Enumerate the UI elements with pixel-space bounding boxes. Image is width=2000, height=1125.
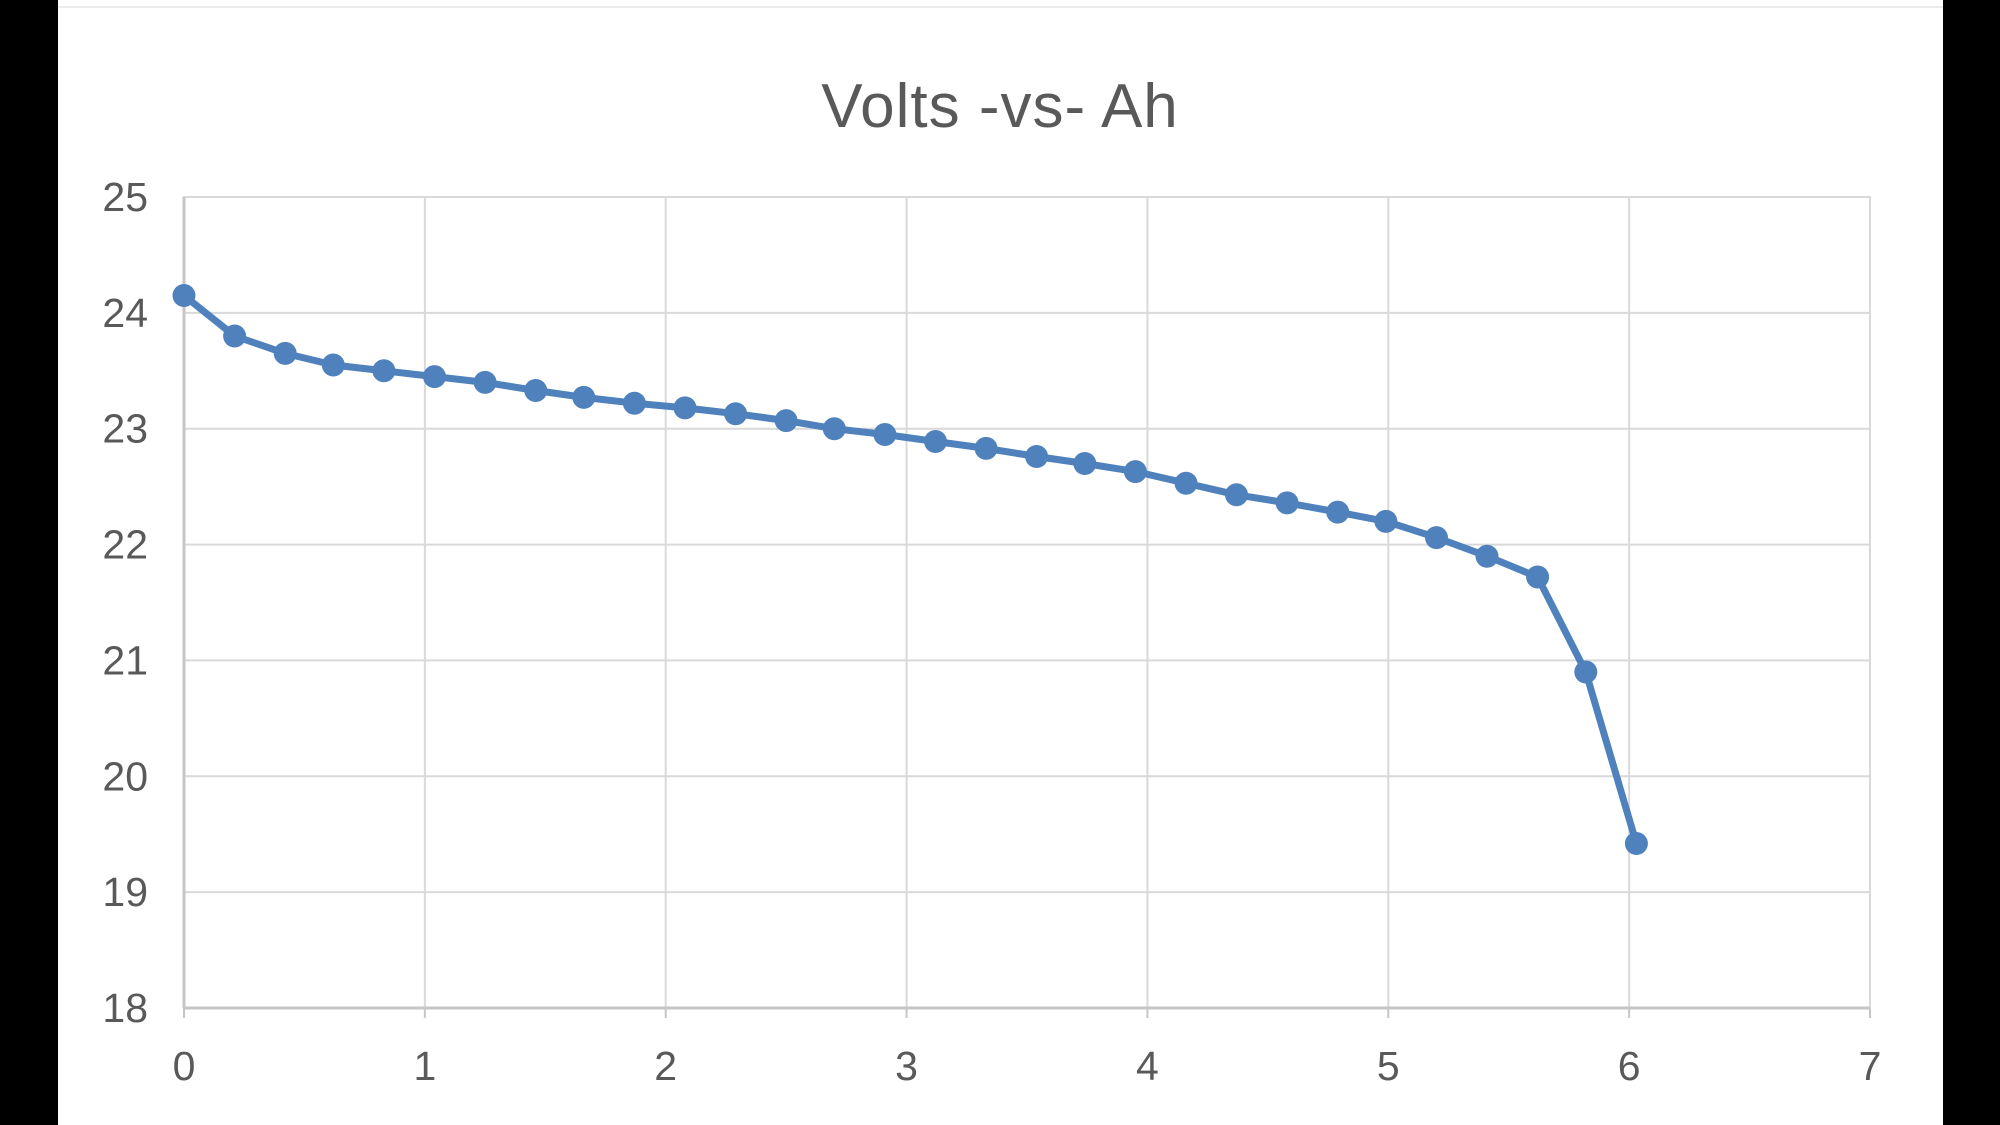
data-point (423, 365, 446, 389)
y-tick-label-20: 20 (102, 753, 148, 799)
x-tick-label-3: 3 (895, 1043, 918, 1089)
x-tick-label-6: 6 (1618, 1043, 1641, 1089)
data-point (1275, 491, 1299, 515)
data-point (321, 353, 345, 377)
data-point (724, 402, 748, 426)
y-tick-label-24: 24 (102, 290, 148, 336)
x-tick-label-0: 0 (173, 1043, 196, 1089)
data-point (1425, 526, 1448, 550)
data-point (1123, 460, 1147, 484)
data-point (524, 379, 548, 402)
data-point (822, 417, 846, 441)
axes (182, 197, 1871, 1018)
series-line-Volts (180, 292, 1640, 847)
data-point (1326, 500, 1350, 524)
y-tick-label-21: 21 (102, 637, 148, 683)
data-point (1374, 509, 1398, 533)
data-point (223, 324, 247, 348)
x-tick-label-4: 4 (1136, 1043, 1159, 1089)
data-point (172, 284, 196, 307)
x-tick-label-5: 5 (1377, 1043, 1400, 1089)
y-tick-label-18: 18 (102, 985, 148, 1031)
data-point (372, 359, 396, 383)
x-tick-label-7: 7 (1859, 1043, 1882, 1089)
chart-title: Volts -vs- Ah (821, 72, 1179, 141)
y-tick-label-25: 25 (102, 174, 148, 220)
data-point (1073, 452, 1097, 475)
y-tick-label-19: 19 (102, 869, 148, 915)
series-layer (172, 284, 1648, 855)
data-point (473, 370, 497, 394)
data-point (1475, 544, 1499, 568)
data-point (873, 423, 897, 446)
top-hairline (58, 6, 1943, 8)
data-point (1025, 445, 1049, 468)
gridlines (183, 196, 1871, 1009)
data-point (673, 396, 697, 420)
plot-border (183, 196, 1871, 1009)
x-tick-label-1: 1 (413, 1043, 436, 1089)
data-point (1174, 471, 1198, 495)
data-point (924, 430, 947, 453)
y-tick-label-22: 22 (102, 522, 148, 568)
data-point (974, 436, 998, 460)
data-point (774, 409, 798, 433)
data-point (1225, 483, 1248, 507)
data-point (1624, 832, 1648, 855)
data-point (622, 391, 646, 415)
y-tick-label-23: 23 (102, 406, 148, 452)
data-point (1574, 660, 1598, 684)
data-point (273, 341, 297, 365)
data-point (572, 385, 596, 409)
x-tick-label-2: 2 (654, 1043, 677, 1089)
data-point (1526, 565, 1550, 589)
